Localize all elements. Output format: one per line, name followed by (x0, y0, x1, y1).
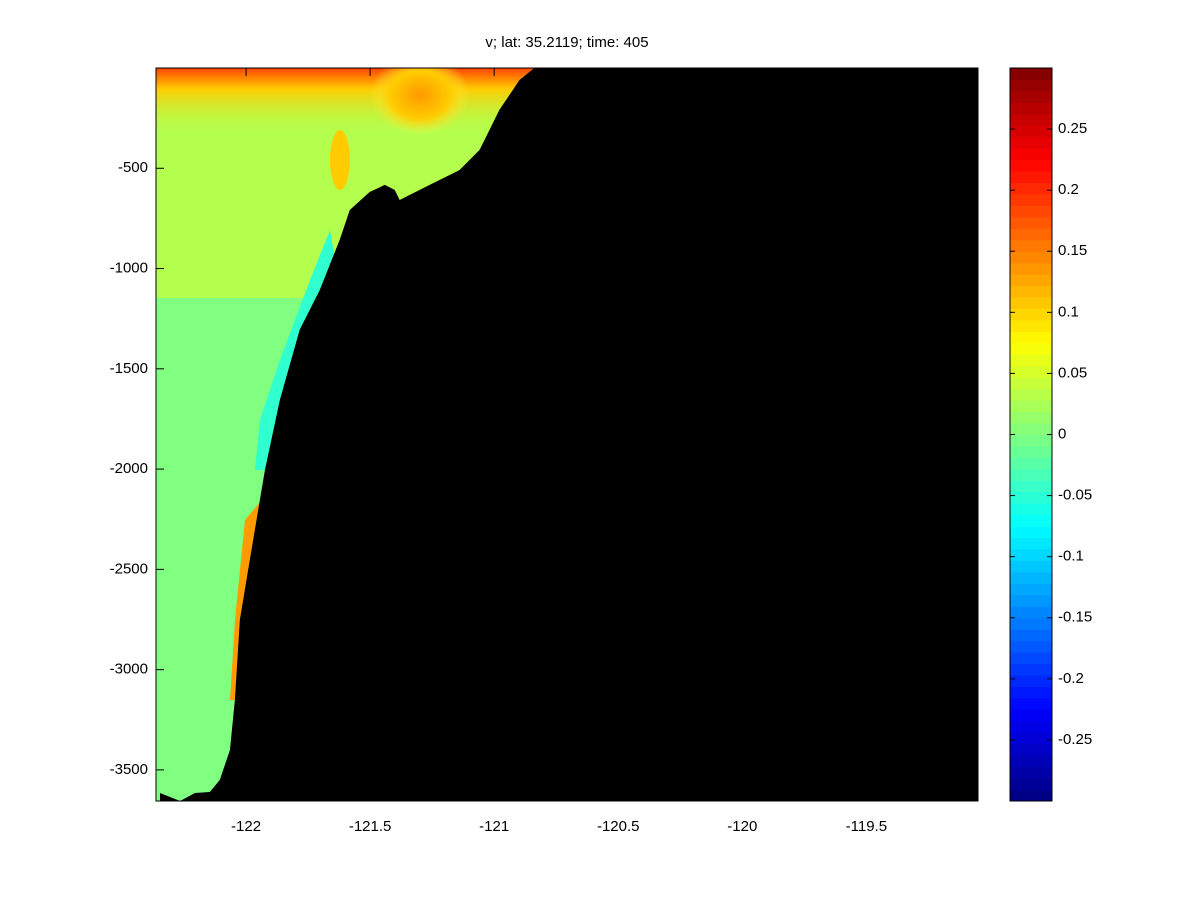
colorbar-band (1010, 743, 1052, 756)
colorbar-band (1010, 216, 1052, 229)
colorbar-tick-label: 0.1 (1058, 303, 1079, 320)
colorbar-tick-label: 0.25 (1058, 120, 1087, 137)
colorbar-band (1010, 285, 1052, 298)
y-tick-label: -1000 (110, 260, 148, 277)
y-tick-label: -3500 (110, 761, 148, 778)
colorbar-band (1010, 274, 1052, 287)
colorbar-band (1010, 342, 1052, 355)
colorbar-band (1010, 537, 1052, 550)
colorbar-tick-label: -0.2 (1058, 670, 1084, 687)
colorbar-band (1010, 400, 1052, 413)
colorbar-tick-label: 0 (1058, 425, 1066, 442)
colorbar-band (1010, 445, 1052, 458)
colorbar-band (1010, 239, 1052, 252)
colorbar-tick-label: -0.05 (1058, 487, 1092, 504)
colorbar-band (1010, 468, 1052, 481)
chart-title: v; lat: 35.2119; time: 405 (485, 34, 648, 51)
y-tick-label: -500 (118, 159, 148, 176)
colorbar-tick-label: -0.1 (1058, 548, 1084, 565)
colorbar-band (1010, 411, 1052, 424)
colorbar-band (1010, 594, 1052, 607)
x-tick-label: -121 (479, 818, 509, 835)
colorbar-band (1010, 113, 1052, 126)
colorbar-band (1010, 789, 1052, 802)
colorbar-band (1010, 377, 1052, 390)
colorbar-band (1010, 549, 1052, 561)
x-tick-label: -120.5 (597, 818, 640, 835)
colorbar-band (1010, 755, 1052, 768)
colorbar-band (1010, 457, 1052, 470)
colorbar-band (1010, 262, 1052, 275)
colorbar-band (1010, 159, 1052, 172)
colorbar-band (1010, 709, 1052, 722)
colorbar-band (1010, 526, 1052, 539)
x-tick-label: -121.5 (349, 818, 392, 835)
field-surface (156, 68, 556, 138)
colorbar-band (1010, 514, 1052, 527)
colorbar-tick-label: 0.15 (1058, 242, 1087, 259)
colorbar-band (1010, 697, 1052, 710)
colorbar-band (1010, 331, 1052, 344)
colorbar-band (1010, 354, 1052, 367)
seafloor-mask (159, 68, 978, 801)
field-jet (330, 130, 350, 190)
colorbar-band (1010, 319, 1052, 332)
colorbar-band (1010, 766, 1052, 779)
colorbar-frame (1009, 67, 1053, 802)
x-tick-label: -122 (231, 818, 261, 835)
colorbar-band (1010, 251, 1052, 264)
colorbar-band (1010, 228, 1052, 241)
colorbar-band (1010, 297, 1052, 310)
colorbar-band (1010, 182, 1052, 195)
colorbar-band (1010, 68, 1052, 80)
plot-frame (155, 67, 979, 802)
colorbar-band (1010, 79, 1052, 92)
colorbar-band (1010, 778, 1052, 791)
colorbar-band (1010, 388, 1052, 401)
x-tick-label: -119.5 (846, 818, 887, 835)
y-tick-label: -3000 (110, 661, 148, 678)
colorbar-band (1010, 365, 1052, 378)
colorbar-band (1010, 560, 1052, 573)
colorbar-band (1010, 434, 1052, 447)
colorbar-tick-label: -0.25 (1058, 731, 1092, 748)
colorbar-band (1010, 308, 1052, 321)
y-tick-label: -2500 (110, 560, 148, 577)
colorbar-band (1010, 148, 1052, 161)
colorbar-band (1010, 125, 1052, 138)
colorbar-band (1010, 583, 1052, 596)
colorbar-band (1010, 686, 1052, 699)
colorbar-band (1010, 423, 1052, 435)
colorbar-band (1010, 491, 1052, 504)
colorbar-tick-label: 0.05 (1058, 364, 1087, 381)
colorbar-band (1010, 503, 1052, 516)
colorbar-band (1010, 102, 1052, 115)
y-tick-label: -1500 (110, 360, 148, 377)
y-tick-label: -2000 (110, 460, 148, 477)
colorbar-band (1010, 720, 1052, 733)
colorbar-band (1010, 675, 1052, 687)
colorbar-band (1010, 617, 1052, 630)
colorbar-band (1010, 640, 1052, 653)
colorbar-band (1010, 205, 1052, 218)
colorbar-band (1010, 629, 1052, 642)
colorbar-band (1010, 652, 1052, 665)
colorbar-band (1010, 663, 1052, 676)
colorbar-band (1010, 136, 1052, 149)
colorbar-band (1010, 480, 1052, 493)
colorbar-band (1010, 171, 1052, 184)
colorbar-band (1010, 90, 1052, 103)
colorbar-band (1010, 571, 1052, 584)
field-eddy (370, 68, 470, 135)
colorbar-band (1010, 193, 1052, 206)
colorbar-band (1010, 732, 1052, 745)
colorbar-band (1010, 606, 1052, 619)
colorbar-tick-label: -0.15 (1058, 609, 1092, 626)
x-tick-label: -120 (727, 818, 757, 835)
colorbar-tick-label: 0.2 (1058, 181, 1079, 198)
field (156, 68, 978, 801)
